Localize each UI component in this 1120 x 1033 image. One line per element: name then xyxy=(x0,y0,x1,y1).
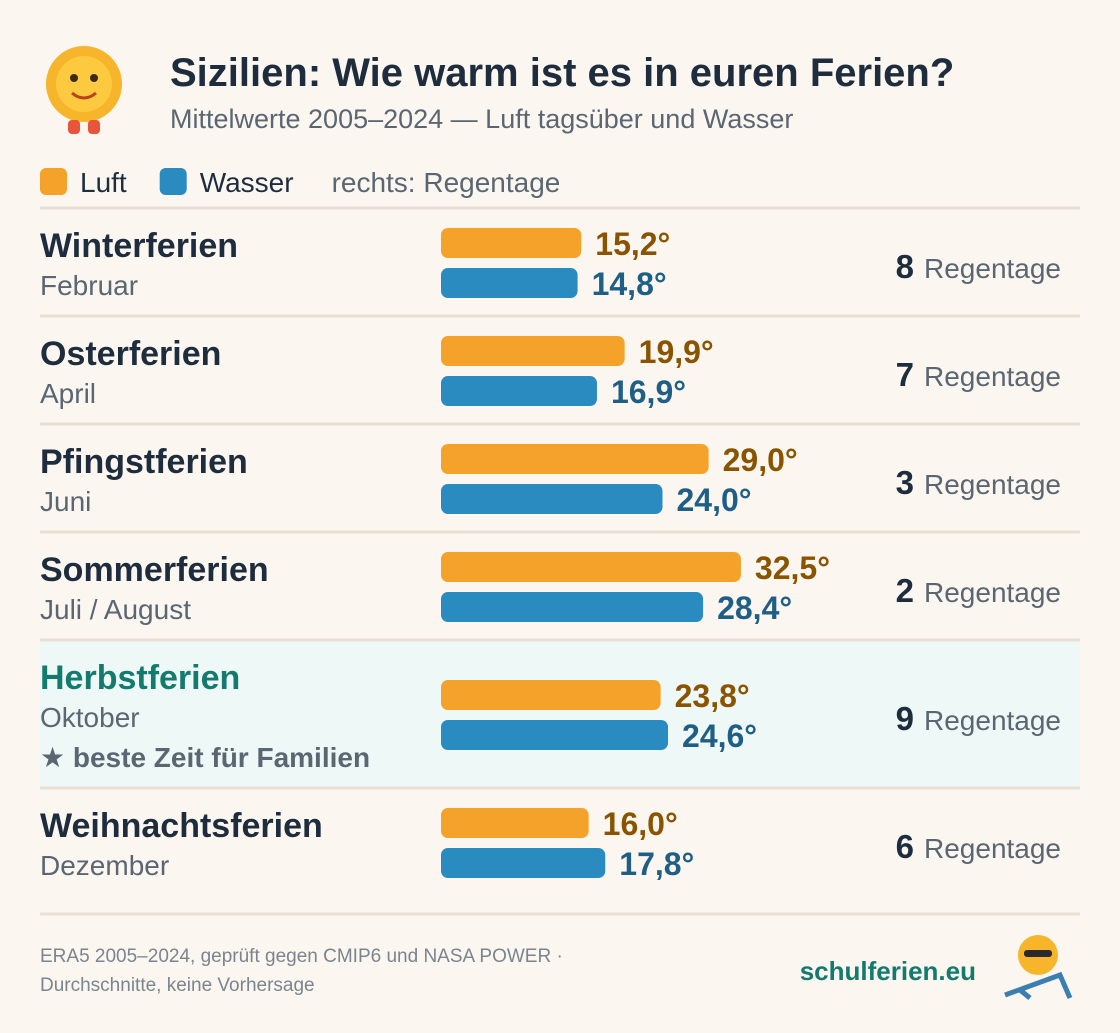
row-title: Sommerferien xyxy=(40,551,269,589)
value-label: 16,0° xyxy=(603,806,678,842)
bar xyxy=(441,336,625,366)
value-label: 16,9° xyxy=(611,374,686,410)
bar xyxy=(441,720,669,750)
value-label: 29,0° xyxy=(723,442,798,478)
rain-days-label: Regentage xyxy=(924,361,1061,392)
rain-days-value: 8 xyxy=(896,248,914,285)
value-label: 32,5° xyxy=(755,550,830,586)
bar xyxy=(441,376,597,406)
rain-days-value: 6 xyxy=(896,828,914,865)
brand: schulferien.eu xyxy=(800,956,976,986)
row-title: Osterferien xyxy=(40,335,221,373)
row-title: Weihnachtsferien xyxy=(40,807,323,845)
bar xyxy=(441,268,578,298)
rain-days-label: Regentage xyxy=(924,833,1061,864)
highlight-band xyxy=(40,642,1080,786)
value-label: 24,6° xyxy=(682,718,757,754)
rain-days-label: Regentage xyxy=(924,577,1061,608)
bar xyxy=(441,808,589,838)
sun-mascot xyxy=(46,46,122,134)
value-label: 28,4° xyxy=(717,590,792,626)
bar xyxy=(441,552,741,582)
row-note: ★ beste Zeit für Familien xyxy=(40,742,370,773)
value-label: 19,9° xyxy=(639,334,714,370)
row-subtitle: Oktober xyxy=(40,702,140,733)
value-label: 17,8° xyxy=(619,846,694,882)
row-title: Herbstferien xyxy=(40,659,240,697)
legend-note: rechts: Regentage xyxy=(332,167,561,198)
source-line: ERA5 2005–2024, geprüft gegen CMIP6 und … xyxy=(40,946,563,967)
rain-days-label: Regentage xyxy=(924,705,1061,736)
row-title: Pfingstferien xyxy=(40,443,248,481)
row-subtitle: Juli / August xyxy=(40,594,191,625)
bar xyxy=(441,484,663,514)
legend-label: Luft xyxy=(80,167,127,198)
title: Sizilien: Wie warm ist es in euren Ferie… xyxy=(170,51,954,95)
row-subtitle: Dezember xyxy=(40,850,169,881)
row-subtitle: Februar xyxy=(40,270,138,301)
rain-days-value: 3 xyxy=(896,464,914,501)
rain-days-label: Regentage xyxy=(924,253,1061,284)
rain-days-label: Regentage xyxy=(924,469,1061,500)
row-subtitle: April xyxy=(40,378,96,409)
legend-label: Wasser xyxy=(200,167,294,198)
bar xyxy=(441,444,709,474)
row-subtitle: Juni xyxy=(40,486,91,517)
rain-days-value: 2 xyxy=(896,572,914,609)
legend-swatch xyxy=(40,168,67,195)
bar xyxy=(441,228,582,258)
value-label: 23,8° xyxy=(675,678,750,714)
value-label: 14,8° xyxy=(592,266,667,302)
rain-days-value: 7 xyxy=(896,356,914,393)
bar xyxy=(441,680,661,710)
bar xyxy=(441,592,704,622)
value-label: 15,2° xyxy=(595,226,670,262)
chair-sun xyxy=(1004,935,1073,1000)
value-label: 24,0° xyxy=(676,482,751,518)
bar xyxy=(441,848,606,878)
legend-swatch xyxy=(159,168,187,195)
row-title: Winterferien xyxy=(40,227,238,265)
subtitle: Mittelwerte 2005–2024 — Luft tagsüber un… xyxy=(170,104,793,134)
rain-days-value: 9 xyxy=(896,700,914,737)
source-line: Durchschnitte, keine Vorhersage xyxy=(40,975,315,996)
